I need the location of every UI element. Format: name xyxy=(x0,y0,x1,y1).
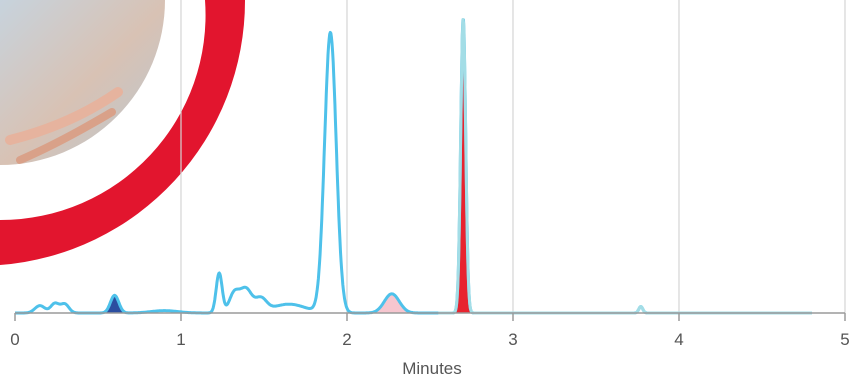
x-tick-label-2: 2 xyxy=(342,330,351,349)
highlighted-peak-3 xyxy=(449,18,479,314)
grid-lines xyxy=(180,0,846,313)
x-tick-label-4: 4 xyxy=(674,330,683,349)
x-axis xyxy=(14,312,846,321)
series-line-overlay xyxy=(437,18,813,315)
x-axis-title: Minutes xyxy=(402,359,462,378)
x-tick-label-5: 5 xyxy=(840,330,849,349)
decorative-photo-circle xyxy=(0,0,165,165)
x-tick-label-1: 1 xyxy=(176,330,185,349)
x-tick-labels: 0 1 2 3 4 5 xyxy=(10,330,849,349)
x-tick-label-3: 3 xyxy=(508,330,517,349)
x-tick-label-0: 0 xyxy=(10,330,19,349)
decorative-red-ring xyxy=(0,0,246,265)
